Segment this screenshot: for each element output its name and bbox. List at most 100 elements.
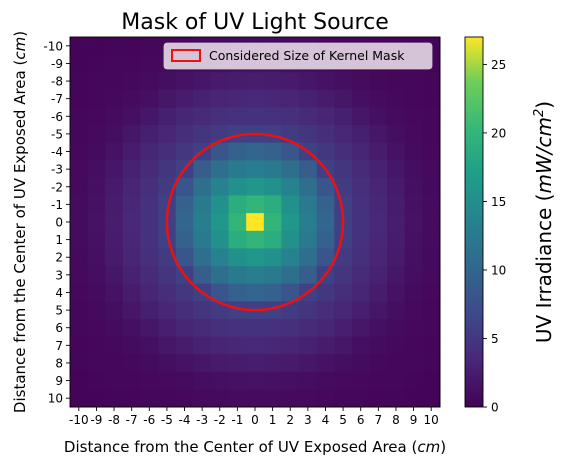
heatmap-cell — [351, 283, 370, 302]
heatmap-cell — [404, 389, 423, 408]
heatmap-cell — [158, 230, 177, 249]
heatmap-cell — [175, 336, 194, 355]
heatmap-cell — [210, 142, 229, 161]
heatmap-cell — [316, 72, 335, 91]
legend-label: Considered Size of Kernel Mask — [209, 48, 405, 63]
heatmap-cell — [70, 89, 89, 108]
heatmap-cell — [70, 318, 89, 337]
y-tick-label: 5 — [55, 304, 63, 318]
heatmap-cell — [387, 354, 406, 373]
x-tick-label: -3 — [196, 413, 208, 427]
heatmap-cell — [246, 354, 265, 373]
heatmap-cell — [193, 389, 212, 408]
heatmap-cell — [334, 195, 353, 214]
heatmap-cell — [105, 37, 124, 56]
heatmap-cell — [105, 389, 124, 408]
heatmap-cell — [334, 107, 353, 126]
heatmap-cell — [351, 336, 370, 355]
heatmap-cell — [122, 177, 141, 196]
heatmap-cell — [158, 371, 177, 390]
heatmap-cell — [422, 107, 441, 126]
x-tick-label: 6 — [357, 413, 365, 427]
heatmap-cell — [140, 213, 159, 232]
heatmap-cell — [387, 72, 406, 91]
heatmap-cell — [422, 336, 441, 355]
heatmap-cell — [369, 142, 388, 161]
heatmap-cell — [263, 389, 282, 408]
heatmap-cell — [122, 89, 141, 108]
heatmap-cell — [334, 318, 353, 337]
heatmap-cell — [246, 230, 265, 249]
heatmap-cell — [175, 125, 194, 144]
heatmap-cell — [228, 160, 247, 179]
heatmap-cell — [263, 283, 282, 302]
heatmap-cell — [228, 336, 247, 355]
heatmap-cell — [316, 354, 335, 373]
heatmap-cell — [263, 230, 282, 249]
heatmap-cell — [387, 301, 406, 320]
heatmap-cell — [316, 230, 335, 249]
heatmap-cell — [105, 301, 124, 320]
heatmap-cell — [140, 371, 159, 390]
heatmap-cell — [404, 107, 423, 126]
heatmap-cell — [316, 336, 335, 355]
heatmap-cell — [70, 266, 89, 285]
heatmap-cell — [193, 125, 212, 144]
heatmap-cell — [334, 142, 353, 161]
heatmap-cell — [70, 248, 89, 267]
heatmap-cell — [316, 301, 335, 320]
heatmap-cell — [87, 37, 106, 56]
heatmap-cell — [299, 336, 318, 355]
heatmap-cell — [369, 160, 388, 179]
x-tick-label: -10 — [69, 413, 89, 427]
heatmap-cell — [369, 177, 388, 196]
heatmap-cell — [175, 142, 194, 161]
heatmap-cell — [210, 354, 229, 373]
heatmap-cell — [351, 160, 370, 179]
heatmap-cell — [387, 213, 406, 232]
heatmap-cell — [404, 318, 423, 337]
heatmap-cell — [228, 371, 247, 390]
heatmap-cell — [334, 230, 353, 249]
heatmap-cell — [281, 318, 300, 337]
heatmap-cell — [87, 301, 106, 320]
heatmap-cell — [122, 283, 141, 302]
heatmap-cell — [369, 389, 388, 408]
heatmap-cell — [87, 336, 106, 355]
heatmap-cell — [140, 230, 159, 249]
heatmap-cell — [175, 371, 194, 390]
heatmap-cell — [70, 336, 89, 355]
heatmap-cell — [263, 142, 282, 161]
heatmap-cell — [228, 283, 247, 302]
heatmap-cell — [105, 54, 124, 73]
heatmap-cell — [228, 195, 247, 214]
heatmap-cell — [404, 283, 423, 302]
heatmap-cell — [387, 266, 406, 285]
heatmap-cell — [351, 371, 370, 390]
heatmap-cell — [175, 354, 194, 373]
heatmap-cell — [369, 371, 388, 390]
heatmap-cell — [193, 248, 212, 267]
heatmap-cell — [193, 177, 212, 196]
heatmap-cell — [228, 354, 247, 373]
heatmap-cell — [369, 107, 388, 126]
heatmap-cell — [87, 283, 106, 302]
heatmap-cell — [70, 354, 89, 373]
heatmap-cell — [122, 213, 141, 232]
heatmap-cell — [369, 336, 388, 355]
heatmap-cell — [351, 177, 370, 196]
heatmap-cell — [281, 177, 300, 196]
heatmap-cell — [105, 213, 124, 232]
heatmap-cell — [105, 371, 124, 390]
heatmap-cell — [105, 125, 124, 144]
heatmap-cell — [246, 283, 265, 302]
x-tick-label: -6 — [143, 413, 155, 427]
heatmap-cell — [105, 336, 124, 355]
heatmap-cell — [404, 142, 423, 161]
heatmap-cell — [263, 125, 282, 144]
heatmap-cell — [351, 195, 370, 214]
heatmap-cell — [387, 177, 406, 196]
heatmap-cell — [263, 195, 282, 214]
heatmap-cell — [122, 160, 141, 179]
